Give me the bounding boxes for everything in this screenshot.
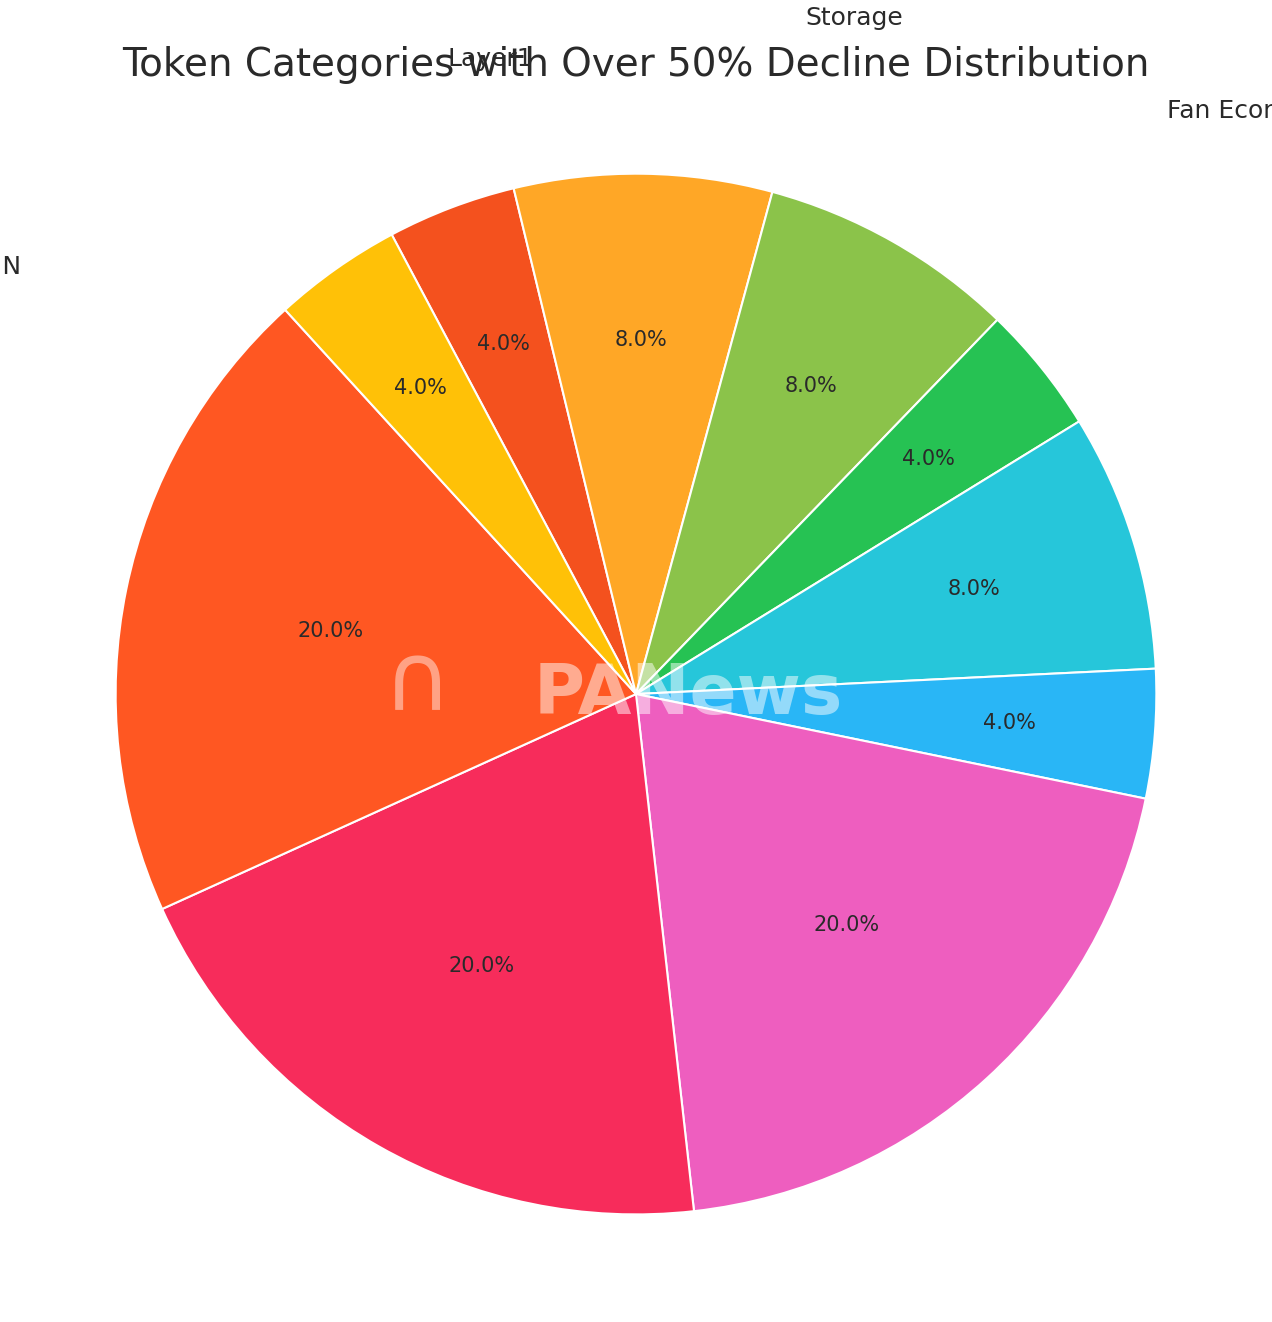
Text: Fan Economy: Fan Economy: [1166, 99, 1272, 123]
Text: 20.0%: 20.0%: [449, 956, 515, 976]
Text: 8.0%: 8.0%: [785, 377, 837, 397]
Wedge shape: [392, 188, 636, 694]
Wedge shape: [636, 422, 1156, 694]
Wedge shape: [636, 669, 1156, 798]
Text: Storage: Storage: [805, 5, 903, 29]
Text: DePIN: DePIN: [0, 255, 22, 279]
Wedge shape: [636, 192, 997, 694]
Text: 4.0%: 4.0%: [477, 334, 529, 354]
Text: 20.0%: 20.0%: [814, 915, 880, 935]
Text: 8.0%: 8.0%: [614, 330, 668, 350]
Wedge shape: [116, 309, 636, 910]
Text: ∩: ∩: [383, 637, 452, 730]
Wedge shape: [636, 694, 1146, 1211]
Text: 4.0%: 4.0%: [902, 449, 954, 469]
Text: 4.0%: 4.0%: [393, 378, 446, 398]
Wedge shape: [162, 694, 695, 1215]
Text: PANews: PANews: [533, 661, 842, 727]
Wedge shape: [636, 320, 1079, 694]
Wedge shape: [514, 173, 772, 694]
Wedge shape: [285, 234, 636, 694]
Text: Token Categories with Over 50% Decline Distribution: Token Categories with Over 50% Decline D…: [122, 46, 1150, 85]
Text: 8.0%: 8.0%: [948, 579, 1000, 599]
Text: 20.0%: 20.0%: [298, 621, 364, 641]
Text: Layer1: Layer1: [448, 48, 533, 71]
Text: 4.0%: 4.0%: [983, 713, 1035, 732]
